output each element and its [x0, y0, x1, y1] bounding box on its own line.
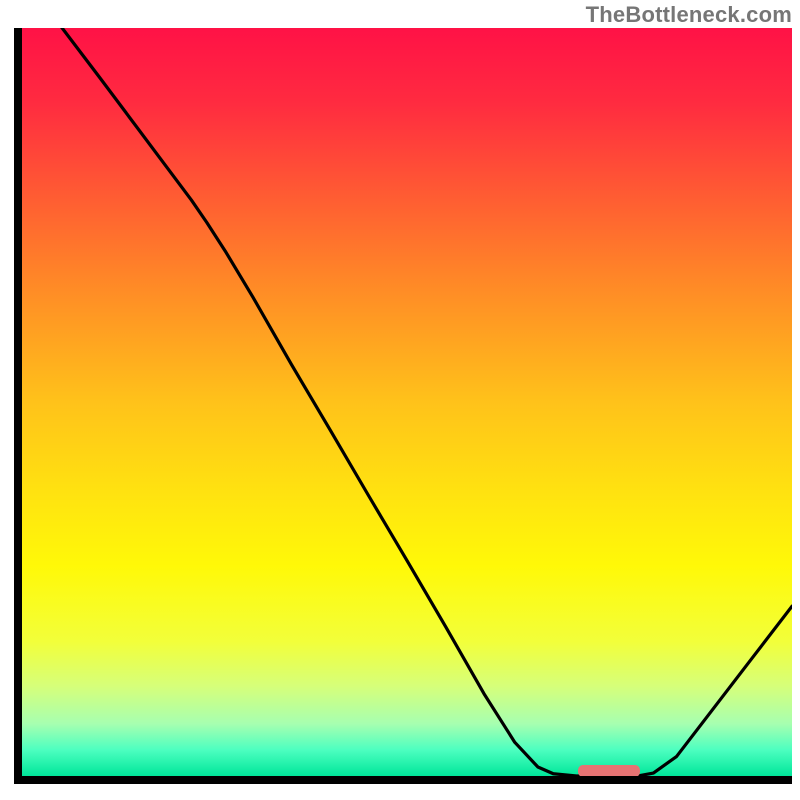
axis-bottom: [14, 776, 792, 784]
optimum-marker: [578, 765, 640, 777]
plot-svg: [22, 28, 792, 776]
plot-area: [22, 28, 792, 776]
watermark-text: TheBottleneck.com: [586, 2, 792, 28]
axis-left: [14, 28, 22, 784]
gradient-background: [22, 28, 792, 776]
chart-root: TheBottleneck.com: [0, 0, 800, 800]
